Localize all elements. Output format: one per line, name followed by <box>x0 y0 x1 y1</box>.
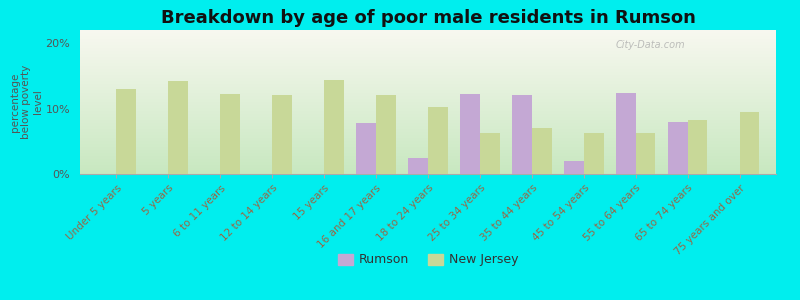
Bar <box>428 106 448 174</box>
Bar <box>584 134 603 174</box>
Bar <box>668 122 688 174</box>
Bar <box>740 112 759 174</box>
Bar <box>408 158 428 174</box>
Bar <box>564 161 584 174</box>
Bar <box>532 128 552 174</box>
Bar <box>636 134 655 174</box>
Text: City-Data.com: City-Data.com <box>616 40 686 50</box>
Y-axis label: percentage
below poverty
level: percentage below poverty level <box>10 65 42 139</box>
Legend: Rumson, New Jersey: Rumson, New Jersey <box>333 248 523 272</box>
Bar <box>220 94 240 174</box>
Bar <box>272 95 292 174</box>
Bar <box>116 89 136 174</box>
Bar <box>480 134 500 174</box>
Bar <box>168 81 188 174</box>
Bar <box>324 80 344 174</box>
Bar <box>512 95 532 174</box>
Bar <box>688 120 707 174</box>
Bar <box>460 94 480 174</box>
Bar <box>376 95 396 174</box>
Bar <box>616 94 636 174</box>
Title: Breakdown by age of poor male residents in Rumson: Breakdown by age of poor male residents … <box>161 9 695 27</box>
Bar <box>356 123 376 174</box>
